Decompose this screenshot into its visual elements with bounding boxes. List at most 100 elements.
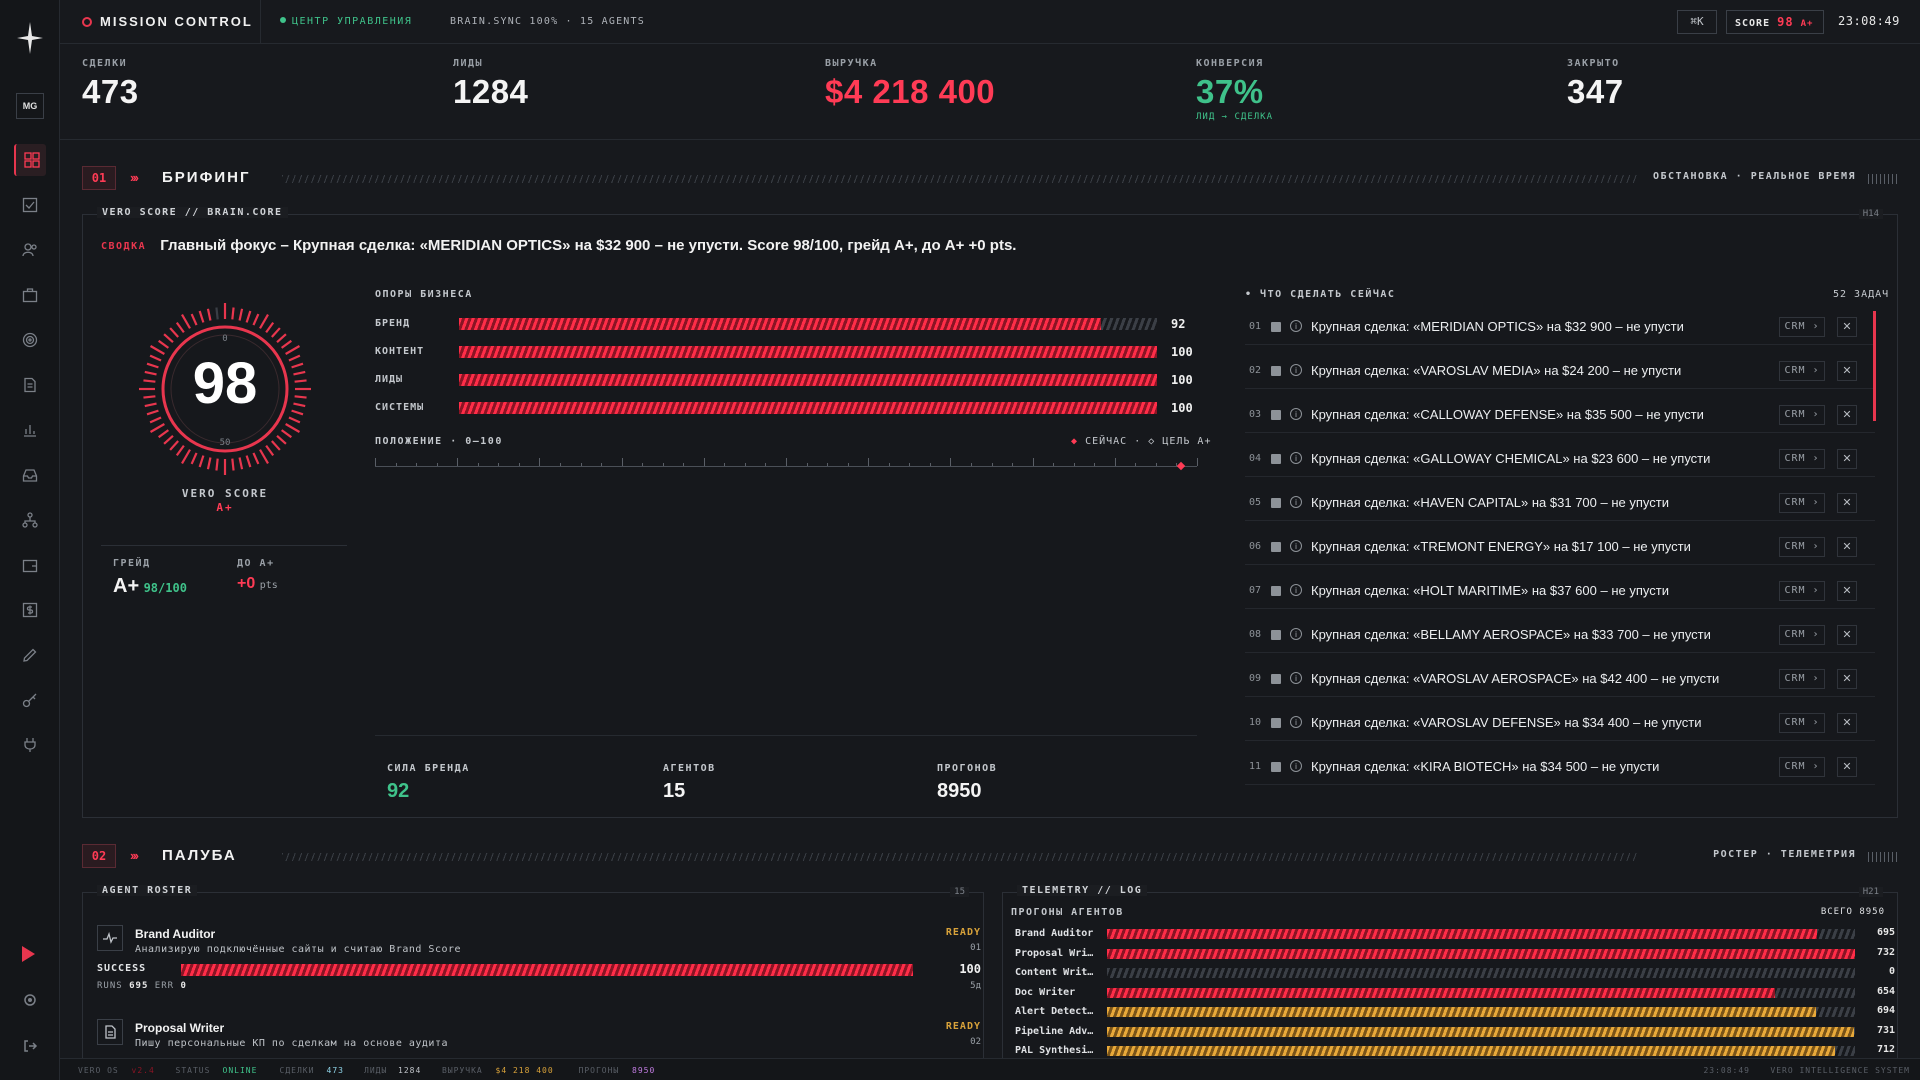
close-icon[interactable]: ✕ xyxy=(1837,317,1857,337)
todo-item[interactable]: 01 i Крупная сделка: «MERIDIAN OPTICS» на … xyxy=(1245,311,1875,345)
crm-button[interactable]: CRM › xyxy=(1779,757,1825,777)
crm-button[interactable]: CRM › xyxy=(1779,713,1825,733)
divider xyxy=(260,0,261,44)
sidebar-item-wallet[interactable] xyxy=(14,549,46,581)
close-icon[interactable]: ✕ xyxy=(1837,625,1857,645)
checkbox[interactable] xyxy=(1271,674,1281,684)
sidebar-item-dashboard[interactable] xyxy=(14,144,46,176)
kpi-conversion[interactable]: КОНВЕРСИЯ 37% ЛИД → СДЕЛКА xyxy=(1196,58,1273,122)
checkbox[interactable] xyxy=(1271,762,1281,772)
sidebar-item-network[interactable] xyxy=(14,504,46,536)
todo-item[interactable]: 03 i Крупная сделка: «CALLOWAY DEFENSE» на… xyxy=(1245,399,1875,433)
todo-text: Крупная сделка: «GALLOWAY CHEMICAL» на $… xyxy=(1311,451,1711,466)
crm-button[interactable]: CRM › xyxy=(1779,405,1825,425)
todo-item[interactable]: 09 i Крупная сделка: «VAROSLAV AEROSPACE» … xyxy=(1245,663,1875,697)
crm-button[interactable]: CRM › xyxy=(1779,581,1825,601)
checkbox[interactable] xyxy=(1271,498,1281,508)
status-bar-item: ВЫРУЧКА xyxy=(442,1066,483,1075)
sidebar-item-chart[interactable] xyxy=(14,414,46,446)
gauge-tick xyxy=(158,339,170,349)
crm-button[interactable]: CRM › xyxy=(1779,493,1825,513)
todo-index: 09 xyxy=(1249,673,1262,684)
sidebar-item-edit[interactable] xyxy=(14,639,46,671)
sidebar-item-target[interactable] xyxy=(14,324,46,356)
settings-icon[interactable] xyxy=(22,992,38,1008)
sidebar-item-tasks[interactable] xyxy=(14,189,46,221)
checkbox[interactable] xyxy=(1271,586,1281,596)
todo-item[interactable]: 06 i Крупная сделка: «TREMONT ENERGY» на $… xyxy=(1245,531,1875,565)
info-icon[interactable]: i xyxy=(1290,716,1302,728)
telemetry-row: Pipeline Adv… 731 xyxy=(1015,1025,1895,1039)
checkbox[interactable] xyxy=(1271,454,1281,464)
logout-icon[interactable] xyxy=(22,1038,38,1054)
panel-tag: AGENT ROSTER xyxy=(97,885,198,896)
close-icon[interactable]: ✕ xyxy=(1837,757,1857,777)
kpi-closed[interactable]: ЗАКРЫТО 347 xyxy=(1567,58,1624,111)
score-badge[interactable]: SCORE 98 A+ xyxy=(1726,10,1824,34)
agent-card[interactable]: Proposal Writer Пишу персональные КП по с… xyxy=(97,1017,981,1058)
close-icon[interactable]: ✕ xyxy=(1837,669,1857,689)
todo-item[interactable]: 08 i Крупная сделка: «BELLAMY AEROSPACE» н… xyxy=(1245,619,1875,653)
kpi-revenue[interactable]: ВЫРУЧКА $4 218 400 xyxy=(825,58,995,111)
scale-tick xyxy=(1155,463,1157,466)
crm-button[interactable]: CRM › xyxy=(1779,625,1825,645)
telemetry-track xyxy=(1107,1026,1855,1037)
crm-button[interactable]: CRM › xyxy=(1779,361,1825,381)
close-icon[interactable]: ✕ xyxy=(1837,581,1857,601)
to-next-label: ДО A+ xyxy=(237,558,275,569)
todo-item[interactable]: 02 i Крупная сделка: «VAROSLAV MEDIA» на $… xyxy=(1245,355,1875,389)
close-icon[interactable]: ✕ xyxy=(1837,361,1857,381)
gauge-tick xyxy=(146,409,159,416)
sidebar-item-plug[interactable] xyxy=(14,729,46,761)
kpi-deals[interactable]: СДЕЛКИ 473 xyxy=(82,58,139,111)
todo-item[interactable]: 05 i Крупная сделка: «HAVEN CAPITAL» на $3… xyxy=(1245,487,1875,521)
gauge-tick xyxy=(291,409,304,416)
sidebar-item-document[interactable] xyxy=(14,369,46,401)
todo-item[interactable]: 11 i Крупная сделка: «KIRA BIOTECH» на $34… xyxy=(1245,751,1875,785)
workspace-badge[interactable]: MG xyxy=(16,93,44,119)
checkbox[interactable] xyxy=(1271,718,1281,728)
telemetry-value: 712 xyxy=(1876,1044,1895,1055)
info-icon[interactable]: i xyxy=(1290,452,1302,464)
sidebar-item-inbox[interactable] xyxy=(14,459,46,491)
info-icon[interactable]: i xyxy=(1290,584,1302,596)
todo-item[interactable]: 10 i Крупная сделка: «VAROSLAV DEFENSE» на… xyxy=(1245,707,1875,741)
sidebar-item-users[interactable] xyxy=(14,234,46,266)
info-icon[interactable]: i xyxy=(1290,408,1302,420)
sidebar-item-briefcase[interactable] xyxy=(14,279,46,311)
crm-button[interactable]: CRM › xyxy=(1779,449,1825,469)
crm-button[interactable]: CRM › xyxy=(1779,669,1825,689)
close-icon[interactable]: ✕ xyxy=(1837,493,1857,513)
checkbox[interactable] xyxy=(1271,630,1281,640)
close-icon[interactable]: ✕ xyxy=(1837,537,1857,557)
sidebar-item-dollar[interactable] xyxy=(14,594,46,626)
info-icon[interactable]: i xyxy=(1290,364,1302,376)
scrollbar-thumb[interactable] xyxy=(1873,311,1876,421)
pillar-fill xyxy=(459,374,1157,386)
agent-card[interactable]: Brand Auditor Анализирую подключённые сай… xyxy=(97,923,981,1013)
crm-button[interactable]: CRM › xyxy=(1779,537,1825,557)
info-icon[interactable]: i xyxy=(1290,496,1302,508)
info-icon[interactable]: i xyxy=(1290,628,1302,640)
command-palette-button[interactable]: ⌘K xyxy=(1677,10,1717,34)
play-icon[interactable] xyxy=(22,946,35,962)
gauge-tick xyxy=(206,457,212,470)
checkbox[interactable] xyxy=(1271,366,1281,376)
todo-item[interactable]: 04 i Крупная сделка: «GALLOWAY CHEMICAL» н… xyxy=(1245,443,1875,477)
close-icon[interactable]: ✕ xyxy=(1837,713,1857,733)
crm-button[interactable]: CRM › xyxy=(1779,317,1825,337)
telemetry-title: ПРОГОНЫ АГЕНТОВ xyxy=(1011,907,1124,918)
checkbox[interactable] xyxy=(1271,410,1281,420)
sidebar-item-key[interactable] xyxy=(14,684,46,716)
info-icon[interactable]: i xyxy=(1290,540,1302,552)
close-icon[interactable]: ✕ xyxy=(1837,449,1857,469)
close-icon[interactable]: ✕ xyxy=(1837,405,1857,425)
todo-item[interactable]: 07 i Крупная сделка: «HOLT MARITIME» на $3… xyxy=(1245,575,1875,609)
info-icon[interactable]: i xyxy=(1290,760,1302,772)
checkbox[interactable] xyxy=(1271,542,1281,552)
info-icon[interactable]: i xyxy=(1290,320,1302,332)
hatch-divider xyxy=(282,175,1638,183)
checkbox[interactable] xyxy=(1271,322,1281,332)
info-icon[interactable]: i xyxy=(1290,672,1302,684)
kpi-leads[interactable]: ЛИДЫ 1284 xyxy=(453,58,528,111)
